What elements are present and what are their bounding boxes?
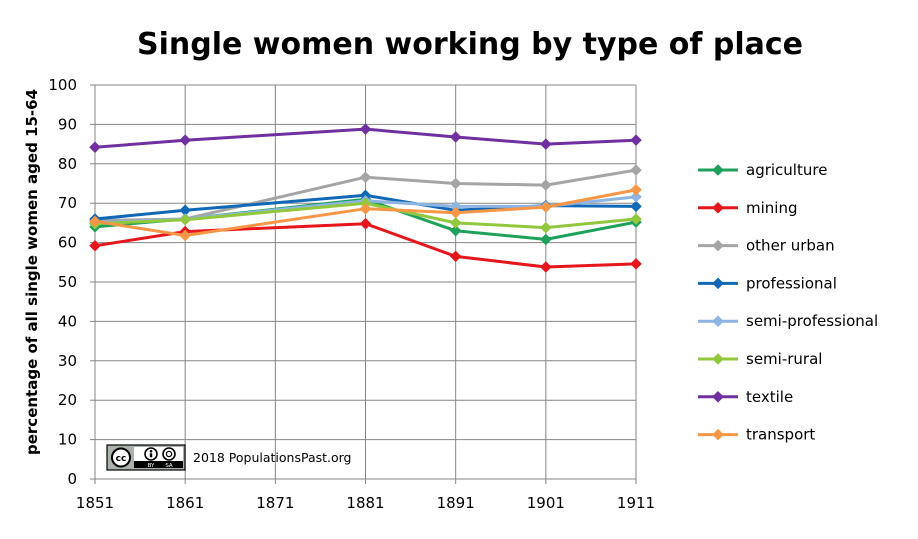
data-point-mining bbox=[449, 250, 462, 263]
data-point-transport bbox=[540, 201, 552, 213]
attribution-icon-body bbox=[149, 453, 153, 458]
y-tick-label: 20 bbox=[58, 391, 77, 409]
y-tick-label: 10 bbox=[58, 431, 77, 449]
series-transport bbox=[89, 184, 642, 242]
x-tick-label: 1891 bbox=[437, 494, 475, 512]
share-alike-icon-arc bbox=[165, 450, 173, 458]
legend-marker bbox=[712, 391, 724, 403]
data-point-semi-rural bbox=[630, 213, 642, 225]
legend-label: agriculture bbox=[746, 161, 827, 179]
legend-label: other urban bbox=[746, 237, 835, 255]
data-point-other-urban bbox=[540, 179, 552, 191]
data-point-transport bbox=[359, 202, 372, 215]
x-tick-label: 1911 bbox=[617, 494, 655, 512]
data-point-textile bbox=[179, 134, 191, 146]
data-point-textile bbox=[89, 141, 101, 154]
data-point-agriculture bbox=[449, 225, 462, 237]
series-textile bbox=[89, 123, 642, 154]
legend-item-other-urban: other urban bbox=[698, 237, 835, 255]
data-point-other-urban bbox=[359, 171, 372, 183]
data-point-textile bbox=[449, 131, 462, 143]
data-point-agriculture bbox=[540, 233, 552, 246]
license-sa-label: SA bbox=[165, 463, 173, 469]
series-layer bbox=[89, 123, 642, 273]
x-tick-label: 1871 bbox=[256, 494, 294, 512]
data-point-semi-rural bbox=[179, 213, 191, 226]
license-badge-bottom bbox=[134, 461, 183, 468]
legend-item-semi-professional: semi-professional bbox=[698, 312, 878, 330]
data-point-transport bbox=[89, 215, 101, 228]
legend-label: mining bbox=[746, 199, 797, 217]
y-tick-label: 0 bbox=[67, 470, 77, 488]
y-tick-label: 90 bbox=[58, 115, 77, 133]
legend-marker bbox=[712, 353, 724, 365]
legend-item-transport: transport bbox=[698, 426, 815, 444]
y-tick-label: 40 bbox=[58, 312, 77, 330]
legend-item-agriculture: agriculture bbox=[698, 161, 827, 179]
data-point-transport bbox=[630, 184, 642, 196]
y-tick-labels: 0 10 20 30 40 50 60 70 80 90 100 bbox=[48, 76, 77, 488]
series-line-textile bbox=[94, 127, 637, 149]
data-point-textile bbox=[630, 134, 642, 146]
data-point-mining bbox=[540, 261, 552, 273]
data-point-mining bbox=[89, 239, 101, 252]
legend-label: professional bbox=[746, 274, 837, 292]
cc-icon-text: cc bbox=[116, 454, 127, 464]
legend-label: semi-rural bbox=[746, 350, 822, 368]
legend-marker bbox=[712, 202, 724, 214]
legend-label: textile bbox=[746, 388, 793, 406]
data-point-mining bbox=[630, 258, 642, 270]
legend-item-textile: textile bbox=[698, 388, 793, 406]
x-tick-label: 1861 bbox=[166, 494, 204, 512]
x-tick-label: 1881 bbox=[346, 494, 384, 512]
data-point-textile bbox=[540, 138, 552, 150]
data-point-semi-rural bbox=[540, 221, 552, 234]
y-tick-label: 60 bbox=[58, 234, 77, 252]
data-point-transport bbox=[179, 229, 191, 242]
x-tick-label: 1851 bbox=[76, 494, 114, 512]
y-tick-label: 100 bbox=[48, 76, 77, 94]
data-point-mining bbox=[359, 217, 372, 230]
share-alike-icon bbox=[162, 447, 176, 461]
legend-item-semi-rural: semi-rural bbox=[698, 350, 822, 368]
legend-marker bbox=[712, 239, 724, 252]
legend-marker bbox=[712, 164, 724, 176]
series-line-semi-rural bbox=[94, 201, 637, 230]
legend-marker bbox=[712, 315, 724, 327]
x-tick-labels: 1851 1861 1871 1881 1891 1901 1911 bbox=[76, 494, 655, 512]
legend: agriculture mining other urban professional… bbox=[698, 161, 878, 444]
x-tick-label: 1901 bbox=[527, 494, 565, 512]
license-by-label: BY bbox=[148, 463, 155, 469]
data-point-transport bbox=[449, 206, 462, 219]
series-line-transport bbox=[94, 188, 637, 237]
y-axis-label: percentage of all single women aged 15-6… bbox=[23, 89, 41, 455]
y-tick-label: 70 bbox=[58, 194, 77, 212]
data-point-semi-professional bbox=[630, 191, 642, 203]
gridlines bbox=[95, 84, 637, 479]
legend-item-mining: mining bbox=[698, 199, 797, 217]
y-tick-label: 80 bbox=[58, 155, 77, 173]
data-point-semi-rural bbox=[449, 217, 462, 229]
y-tick-label: 50 bbox=[58, 273, 77, 291]
cc-icon bbox=[111, 447, 131, 468]
data-point-other-urban bbox=[449, 177, 462, 190]
attribution-icon-head bbox=[149, 450, 153, 453]
y-tick-label: 30 bbox=[58, 352, 77, 370]
credit-text: 2018 PopulationsPast.org bbox=[193, 450, 352, 465]
chart-title: Single women working by type of place bbox=[137, 27, 803, 62]
legend-label: semi-professional bbox=[746, 312, 878, 330]
data-point-textile bbox=[359, 123, 372, 135]
legend-marker bbox=[712, 428, 724, 441]
series-semi-rural bbox=[89, 197, 642, 234]
legend-item-professional: professional bbox=[698, 274, 837, 292]
data-point-other-urban bbox=[630, 164, 642, 176]
legend-marker bbox=[712, 277, 724, 290]
credit-annotation: cc BY SA 2018 PopulationsPast.org bbox=[106, 444, 352, 471]
data-point-professional bbox=[630, 200, 642, 213]
legend-label: transport bbox=[746, 426, 815, 444]
